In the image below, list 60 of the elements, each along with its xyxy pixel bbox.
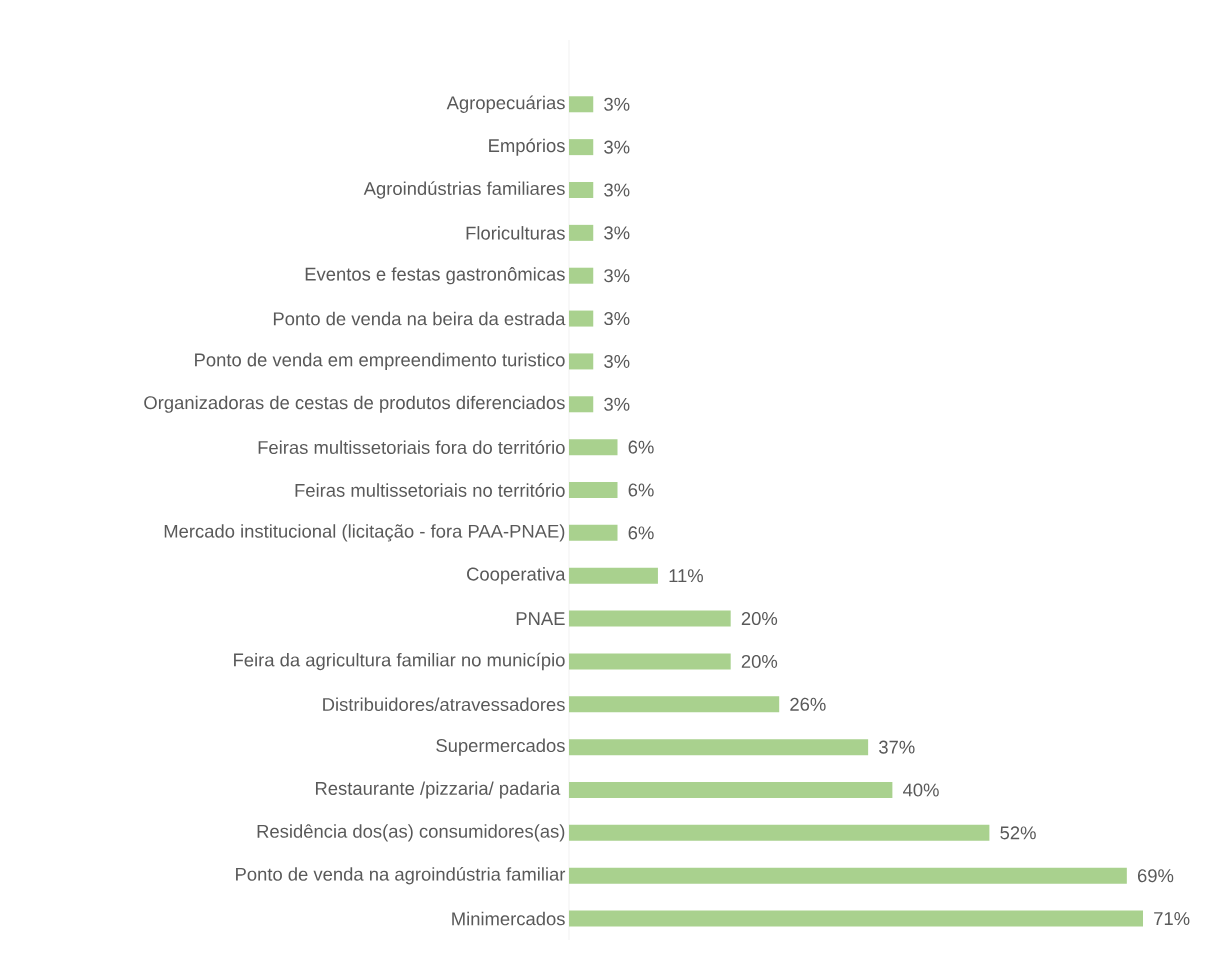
bar bbox=[569, 653, 731, 670]
y-tick-label: Feira da agricultura familiar no município bbox=[234, 652, 565, 671]
data-label: 26% bbox=[790, 697, 826, 711]
data-label: 3% bbox=[604, 269, 630, 283]
data-label: 3% bbox=[604, 140, 630, 154]
data-label: 71% bbox=[1154, 912, 1190, 926]
y-tick-label: Floriculturas bbox=[466, 226, 565, 240]
bar bbox=[569, 696, 780, 713]
bar bbox=[569, 910, 1144, 927]
data-label: 52% bbox=[1000, 826, 1036, 840]
y-tick-label: Residência dos(as) consumidores(as) bbox=[257, 824, 565, 842]
y-tick-label: Feiras multissetoriais fora do território bbox=[258, 440, 565, 455]
bar bbox=[569, 139, 594, 156]
data-label: 6% bbox=[628, 526, 654, 540]
bar bbox=[569, 567, 658, 584]
bar bbox=[569, 224, 594, 241]
bar bbox=[569, 267, 594, 284]
bar bbox=[569, 610, 731, 627]
data-label: 3% bbox=[604, 226, 630, 240]
data-label: 11% bbox=[669, 569, 703, 583]
data-label: 20% bbox=[741, 612, 778, 626]
y-tick-label: Minimercados bbox=[452, 911, 565, 926]
bar bbox=[569, 524, 618, 541]
data-label: 6% bbox=[628, 483, 654, 497]
y-tick-label: Ponto de venda na agroindústria familiar bbox=[236, 867, 566, 885]
y-tick-label: Cooperativa bbox=[467, 567, 566, 585]
data-label: 3% bbox=[604, 397, 630, 411]
y-tick-label: Distribuidores/atravessadores bbox=[323, 697, 565, 712]
y-tick-label: Organizadoras de cestas de produtos diferenciados bbox=[144, 395, 565, 413]
bar bbox=[569, 482, 618, 498]
bar bbox=[569, 867, 1127, 884]
y-tick-label: Eventos e festas gastronômicas bbox=[305, 267, 565, 285]
data-label: 20% bbox=[741, 654, 778, 668]
bar bbox=[569, 782, 893, 798]
data-label: 37% bbox=[879, 740, 915, 754]
y-tick-label: Supermercados bbox=[436, 738, 565, 756]
data-label: 3% bbox=[604, 183, 630, 197]
bar bbox=[569, 396, 594, 413]
y-tick-label: Agroindústrias familiares bbox=[363, 181, 565, 199]
bar bbox=[569, 181, 594, 198]
y-tick-label: Agropecuárias bbox=[446, 95, 565, 113]
data-label: 3% bbox=[604, 354, 630, 368]
y-tick-label: Ponto de venda na beira da estrada bbox=[273, 311, 566, 326]
y-tick-label: Mercado institucional (licitação - fora PAA-PNAE) bbox=[164, 524, 565, 542]
bar bbox=[569, 439, 618, 456]
y-tick-label: Restaurante /pizzaria/ padaria bbox=[315, 781, 561, 799]
data-label: 40% bbox=[903, 783, 939, 797]
data-label: 3% bbox=[604, 312, 630, 326]
y-tick-label: Ponto de venda em empreendimento turistico bbox=[195, 352, 565, 371]
bar bbox=[569, 353, 594, 370]
y-tick-label: Feiras multissetoriais no território bbox=[295, 483, 565, 497]
bar bbox=[569, 824, 990, 841]
bar bbox=[569, 96, 594, 113]
data-label: 6% bbox=[628, 440, 654, 454]
bar bbox=[569, 310, 594, 327]
bar bbox=[569, 739, 869, 756]
y-tick-label: Empórios bbox=[489, 138, 565, 156]
data-label: 69% bbox=[1137, 869, 1174, 883]
y-tick-label: PNAE bbox=[516, 612, 565, 625]
data-label: 3% bbox=[604, 97, 630, 111]
